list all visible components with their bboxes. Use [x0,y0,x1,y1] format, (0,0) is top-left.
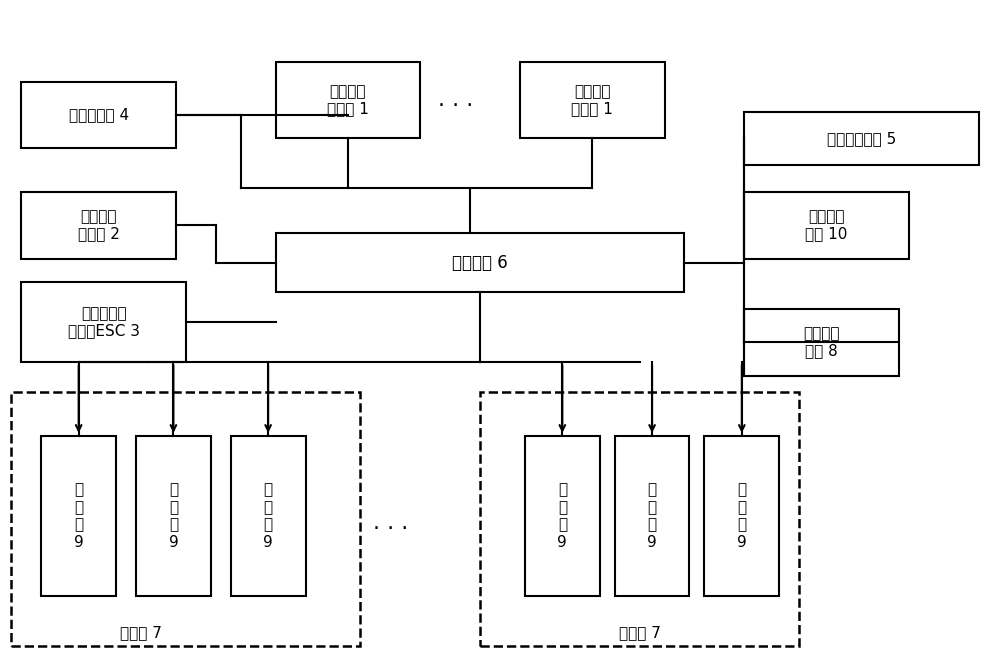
FancyBboxPatch shape [615,435,689,596]
Text: 点
火
器
9: 点 火 器 9 [557,482,567,550]
Text: 点
火
器
9: 点 火 器 9 [647,482,657,550]
Text: 胎压监测
传感器 1: 胎压监测 传感器 1 [571,84,613,116]
Text: 点
火
器
9: 点 火 器 9 [169,482,178,550]
Text: 点
火
器
9: 点 火 器 9 [74,482,84,550]
FancyBboxPatch shape [744,192,909,258]
FancyBboxPatch shape [21,82,176,148]
FancyBboxPatch shape [744,309,899,376]
Text: 汽车转向系统 5: 汽车转向系统 5 [827,131,896,146]
FancyBboxPatch shape [480,393,799,646]
Text: 智能灯光
控制器 2: 智能灯光 控制器 2 [78,209,120,242]
FancyBboxPatch shape [231,435,306,596]
Text: . . .: . . . [373,513,408,533]
Text: 主控制器 6: 主控制器 6 [452,254,508,272]
Text: 胎压监测
传感器 1: 胎压监测 传感器 1 [327,84,369,116]
Text: 光亮度传
感器 10: 光亮度传 感器 10 [805,209,848,242]
Text: 点
火
器
9: 点 火 器 9 [737,482,747,550]
Text: 气囊组 7: 气囊组 7 [120,625,162,640]
Text: . . .: . . . [438,91,473,110]
Text: 气囊组 7: 气囊组 7 [619,625,661,640]
Text: 报警处理
装置 8: 报警处理 装置 8 [803,326,840,358]
FancyBboxPatch shape [41,435,116,596]
FancyBboxPatch shape [11,393,360,646]
FancyBboxPatch shape [704,435,779,596]
FancyBboxPatch shape [21,192,176,258]
FancyBboxPatch shape [276,234,684,292]
FancyBboxPatch shape [744,111,979,165]
FancyBboxPatch shape [525,435,600,596]
Text: 发动机系统 4: 发动机系统 4 [69,107,129,123]
FancyBboxPatch shape [520,62,665,138]
Text: 点
火
器
9: 点 火 器 9 [263,482,273,550]
FancyBboxPatch shape [136,435,211,596]
Text: 电子稳定控
制系统ESC 3: 电子稳定控 制系统ESC 3 [68,306,140,338]
FancyBboxPatch shape [21,282,186,362]
FancyBboxPatch shape [276,62,420,138]
